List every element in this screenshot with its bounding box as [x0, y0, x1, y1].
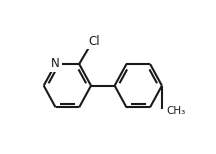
Text: Cl: Cl: [88, 35, 100, 48]
Text: N: N: [51, 57, 60, 71]
Text: CH₃: CH₃: [167, 106, 186, 116]
